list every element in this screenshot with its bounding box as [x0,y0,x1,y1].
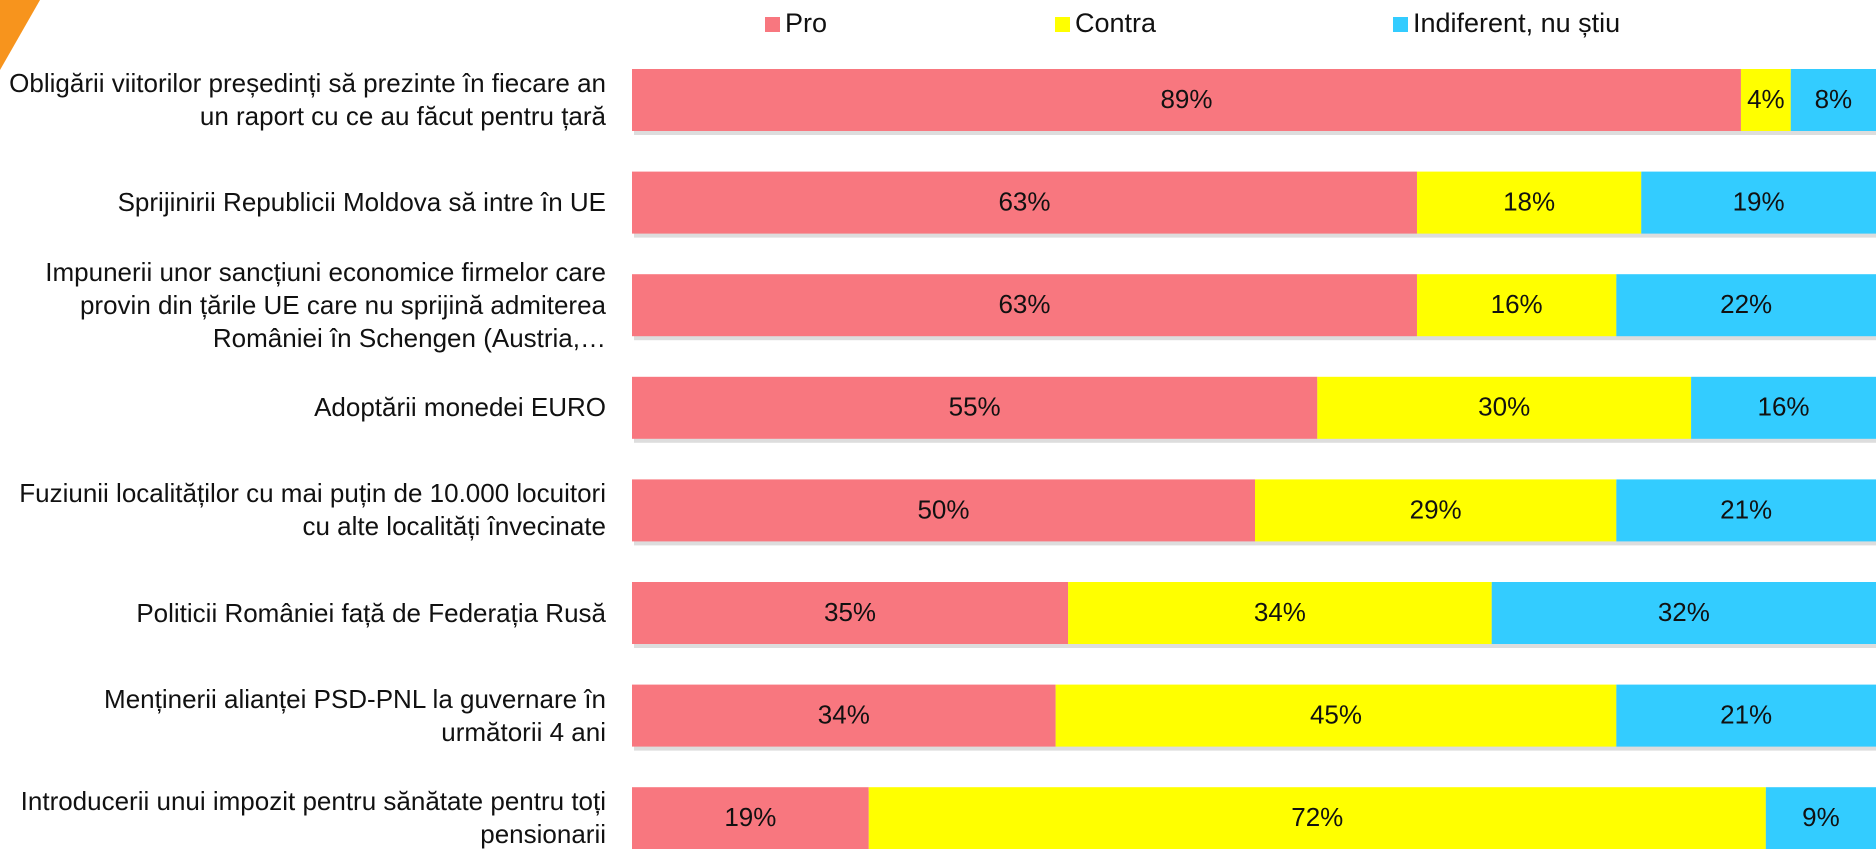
value-label: 16% [1758,392,1810,422]
value-label: 63% [998,186,1050,216]
category-label: Fuziunii localităților cu mai puțin de 1… [0,460,606,560]
legend-swatch [1393,17,1408,32]
legend-swatch [765,17,780,32]
category-text: Politicii României față de Federația Rus… [136,597,606,630]
value-label: 63% [998,289,1050,319]
value-label: 19% [724,802,776,832]
legend-label: Pro [785,8,827,38]
value-label: 89% [1160,84,1212,114]
value-label: 45% [1310,699,1362,729]
value-label: 8% [1815,84,1853,114]
category-text: Sprijinirii Republicii Moldova să intre … [118,186,606,219]
value-label: 21% [1720,494,1772,524]
value-label: 35% [824,597,876,627]
value-label: 72% [1291,802,1343,832]
value-label: 34% [818,699,870,729]
value-label: 16% [1491,289,1543,319]
category-label: Introducerii unui impozit pentru sănătat… [0,768,606,849]
value-label: 34% [1254,597,1306,627]
legend-label: Contra [1075,8,1157,38]
category-text: Fuziunii localităților cu mai puțin de 1… [0,477,606,543]
category-label: Politicii României față de Federația Rus… [0,563,606,663]
category-text: Obligării viitorilor președinți să prezi… [0,67,606,133]
category-label: Menținerii alianței PSD-PNL la guvernare… [0,666,606,766]
value-label: 55% [949,392,1001,422]
category-text: Menținerii alianței PSD-PNL la guvernare… [0,683,606,749]
value-label: 50% [917,494,969,524]
legend-swatch [1055,17,1070,32]
chart: Pro Contra Indiferent, nu știu 89% 4% 8% 63% 18… [0,0,1876,849]
value-label: 21% [1720,699,1772,729]
category-label: Obligării viitorilor președinți să prezi… [0,50,606,150]
value-label: 19% [1733,186,1785,216]
category-text: Adoptării monedei EURO [314,391,606,424]
category-text: Impunerii unor sancțiuni economice firme… [0,256,606,355]
category-label: Impunerii unor sancțiuni economice firme… [0,255,606,355]
category-label: Adoptării monedei EURO [0,358,606,458]
value-label: 32% [1658,597,1710,627]
category-text: Introducerii unui impozit pentru sănătat… [0,785,606,849]
value-label: 4% [1747,84,1785,114]
value-label: 29% [1410,494,1462,524]
value-label: 18% [1503,186,1555,216]
legend-label: Indiferent, nu știu [1413,8,1620,38]
value-label: 22% [1720,289,1772,319]
category-label: Sprijinirii Republicii Moldova să intre … [0,153,606,253]
value-label: 9% [1802,802,1840,832]
value-label: 30% [1478,392,1530,422]
